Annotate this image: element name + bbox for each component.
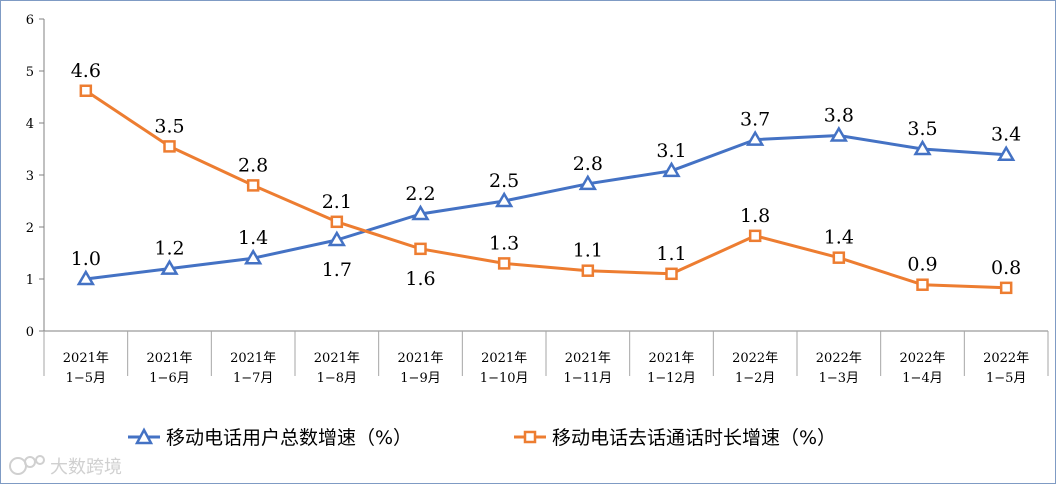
data-label: 1.2 — [154, 238, 184, 260]
x-tick-label-year: 2021年 — [146, 351, 192, 366]
data-label: 1.4 — [238, 227, 268, 249]
data-labels-layer: 1.0 1.2 1.4 1.7 2.2 2.5 2.8 3.1 3.7 3.8 3.5 3.4 4.6 3… — [71, 60, 1022, 290]
x-tick-label-year: 2021年 — [481, 351, 527, 366]
x-tick-label-period: 1−5月 — [986, 371, 1026, 386]
x-tick-label-period: 1−7月 — [233, 371, 273, 386]
data-point-square — [497, 257, 511, 270]
data-point-square — [999, 281, 1013, 295]
triangle-marker-icon — [134, 427, 154, 445]
x-tick-label-year: 2021年 — [63, 351, 109, 366]
data-point-square — [748, 229, 762, 243]
y-tick-label: 4 — [26, 117, 34, 132]
legend-label-call-growth: 移动电话去话通话时长增速（%） — [552, 427, 836, 449]
x-tick-label-period: 1−2月 — [735, 371, 775, 386]
x-tick-label-year: 2022年 — [732, 351, 778, 366]
x-tick-label-period: 1−6月 — [149, 371, 189, 386]
square-marker-icon — [523, 430, 537, 444]
data-label: 3.5 — [154, 115, 184, 137]
x-tick-label-year: 2022年 — [899, 351, 945, 366]
data-label: 0.8 — [991, 257, 1021, 279]
data-label: 1.0 — [71, 248, 101, 270]
x-tick-label-period: 1−8月 — [317, 371, 357, 386]
data-point-triangle — [578, 174, 598, 191]
watermark: 大数跨境 — [9, 455, 122, 478]
data-point-square — [246, 179, 260, 192]
data-point-square — [665, 267, 678, 281]
x-tick-label-year: 2021年 — [314, 351, 360, 366]
x-tick-label-year: 2021年 — [565, 351, 611, 366]
legend-item-call-growth: 移动电话去话通话时长增速（%） — [514, 427, 836, 449]
data-point-square — [916, 278, 929, 291]
data-label: 1.7 — [322, 259, 352, 281]
brand-logo-icon — [9, 455, 45, 475]
data-point-triangle — [662, 161, 681, 178]
data-label: 4.6 — [71, 60, 101, 82]
data-label: 3.8 — [824, 104, 854, 126]
data-label: 1.3 — [489, 232, 519, 254]
axes-layer: 0 1 2 3 4 5 6 2021年 1−5月 2021年 1−6月 2021年 1−7月 2021年 1… — [26, 13, 1049, 386]
data-label: 1.4 — [824, 227, 854, 249]
x-tick-label-year: 2021年 — [648, 351, 694, 366]
data-point-triangle — [76, 269, 96, 286]
y-tick-label: 0 — [26, 325, 34, 340]
y-tick-label: 3 — [26, 169, 34, 184]
data-label: 3.1 — [656, 140, 686, 162]
data-label: 2.2 — [405, 183, 435, 205]
data-label: 1.1 — [573, 240, 603, 262]
data-point-square — [414, 242, 427, 256]
data-label: 3.7 — [740, 109, 770, 131]
x-tick-label-year: 2022年 — [983, 351, 1029, 366]
y-tick-label: 6 — [26, 13, 34, 28]
legend: 移动电话用户总数增速（%） 移动电话去话通话时长增速（%） — [128, 427, 836, 449]
legend-item-user-growth: 移动电话用户总数增速（%） — [128, 427, 412, 449]
data-point-triangle — [243, 248, 263, 265]
data-label: 2.8 — [573, 153, 603, 175]
data-point-triangle — [829, 125, 849, 142]
x-tick-label-period: 1−9月 — [400, 371, 440, 386]
data-label: 3.5 — [907, 118, 937, 140]
data-label: 1.6 — [405, 268, 435, 290]
x-tick-label-year: 2021年 — [397, 351, 443, 366]
data-point-triangle — [494, 191, 514, 208]
y-tick-label: 2 — [26, 221, 34, 236]
x-tick-label-period: 1−3月 — [819, 371, 859, 386]
x-tick-label-year: 2022年 — [816, 351, 862, 366]
data-point-triangle — [160, 259, 179, 275]
series-layer — [76, 84, 1016, 295]
data-point-square — [79, 84, 93, 98]
data-label: 0.9 — [907, 254, 937, 276]
data-point-square — [832, 251, 846, 264]
x-tick-label-period: 1−4月 — [902, 371, 942, 386]
y-tick-label: 5 — [26, 65, 34, 80]
data-label: 2.5 — [489, 170, 519, 192]
data-label: 2.8 — [238, 154, 268, 176]
data-label: 2.1 — [322, 191, 352, 213]
data-point-square — [330, 215, 344, 229]
data-label: 1.8 — [740, 205, 770, 227]
watermark-text: 大数跨境 — [50, 457, 122, 478]
data-point-square — [581, 264, 595, 277]
x-tick-label-year: 2021年 — [230, 351, 276, 366]
series-line-1 — [84, 89, 1007, 290]
y-tick-label: 1 — [26, 273, 34, 288]
data-label: 1.1 — [656, 243, 686, 265]
x-tick-label-period: 1−10月 — [480, 371, 529, 386]
data-point-triangle — [745, 130, 765, 146]
data-point-triangle — [327, 230, 347, 247]
data-label: 3.4 — [991, 124, 1021, 146]
data-point-triangle — [913, 139, 932, 156]
x-tick-label-period: 1−12月 — [647, 371, 696, 386]
data-point-triangle — [411, 204, 430, 221]
data-point-square — [163, 140, 176, 153]
x-tick-label-period: 1−11月 — [563, 371, 612, 386]
series-line-0 — [85, 134, 1007, 281]
legend-label-user-growth: 移动电话用户总数增速（%） — [166, 427, 412, 449]
data-point-triangle — [996, 145, 1016, 161]
x-tick-label-period: 1−5月 — [66, 371, 106, 386]
